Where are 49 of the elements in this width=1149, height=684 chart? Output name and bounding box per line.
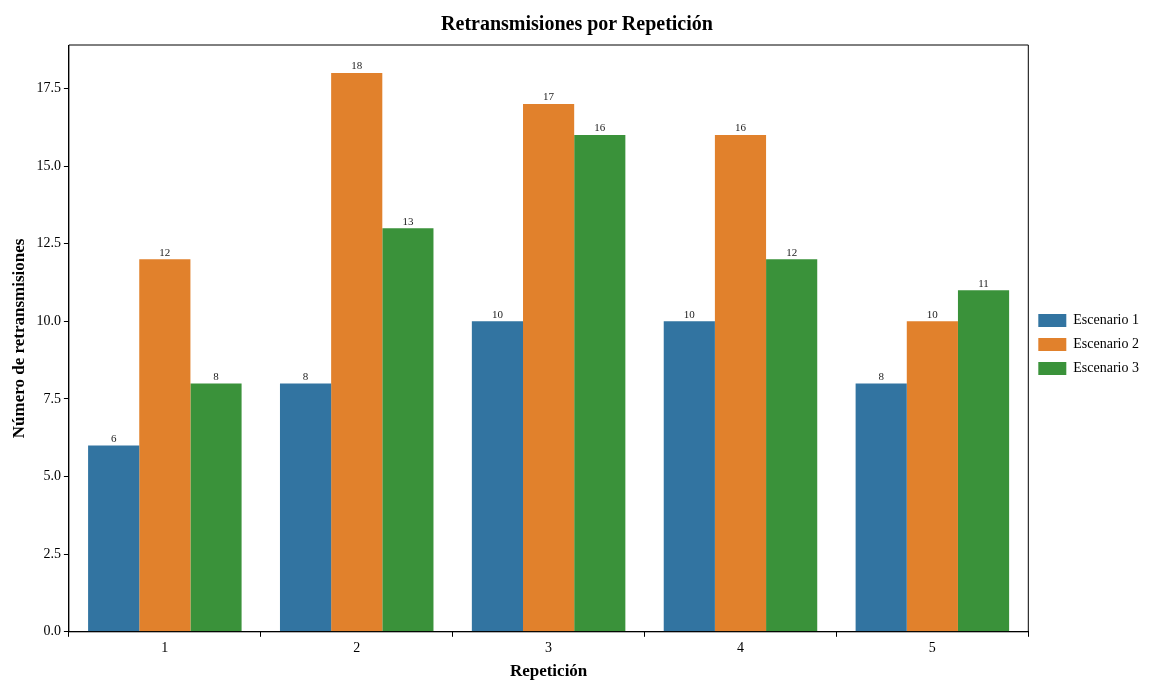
data-label: 17 bbox=[543, 90, 555, 103]
y-tick-label: 5.0 bbox=[43, 468, 61, 484]
data-label: 16 bbox=[594, 121, 606, 134]
data-label: 12 bbox=[786, 245, 798, 258]
bar bbox=[766, 259, 818, 632]
y-tick-label: 15.0 bbox=[36, 157, 61, 173]
y-tick-label: 12.5 bbox=[36, 235, 61, 251]
x-tick-label: 4 bbox=[736, 639, 744, 655]
y-tick-label: 0.0 bbox=[43, 623, 61, 639]
data-label: 12 bbox=[159, 245, 171, 258]
y-tick-label: 10.0 bbox=[36, 313, 61, 328]
bar bbox=[957, 290, 1010, 632]
y-tick-label: 17.5 bbox=[36, 80, 61, 96]
data-label: 10 bbox=[491, 307, 504, 320]
data-label: 8 bbox=[302, 369, 309, 382]
legend-label: Escenario 1 bbox=[1073, 312, 1140, 328]
bar bbox=[471, 321, 524, 632]
data-label: 8 bbox=[878, 369, 885, 382]
data-label: 18 bbox=[351, 59, 363, 72]
bar bbox=[382, 228, 434, 632]
legend-label: Escenario 3 bbox=[1073, 360, 1140, 376]
bar bbox=[139, 259, 191, 632]
bar bbox=[331, 72, 383, 632]
x-tick-label: 2 bbox=[353, 639, 361, 655]
bar bbox=[663, 321, 715, 632]
legend-label: Escenario 2 bbox=[1073, 336, 1140, 352]
data-label: 10 bbox=[926, 307, 939, 320]
bar bbox=[855, 383, 907, 632]
data-label: 8 bbox=[213, 369, 220, 382]
bar bbox=[279, 383, 332, 632]
data-label: 13 bbox=[402, 214, 414, 227]
y-tick-label: 2.5 bbox=[43, 545, 61, 561]
bar bbox=[906, 321, 958, 632]
data-label: 11 bbox=[978, 276, 989, 289]
bar bbox=[190, 383, 242, 632]
data-label: 10 bbox=[683, 307, 696, 320]
chart-title: Retransmisiones por Repetición bbox=[441, 12, 713, 36]
bar bbox=[88, 445, 140, 632]
y-axis-title: Número de retransmisiones bbox=[8, 238, 28, 439]
x-tick-label: 5 bbox=[928, 639, 936, 655]
bar bbox=[714, 135, 767, 632]
bar bbox=[574, 135, 626, 632]
bar bbox=[523, 103, 575, 632]
x-tick-label: 1 bbox=[161, 639, 169, 655]
y-tick-label: 7.5 bbox=[43, 390, 61, 406]
data-label: 6 bbox=[110, 431, 117, 444]
x-axis-title: Repetición bbox=[509, 661, 588, 681]
x-tick-label: 3 bbox=[545, 639, 553, 655]
data-label: 16 bbox=[734, 121, 747, 134]
